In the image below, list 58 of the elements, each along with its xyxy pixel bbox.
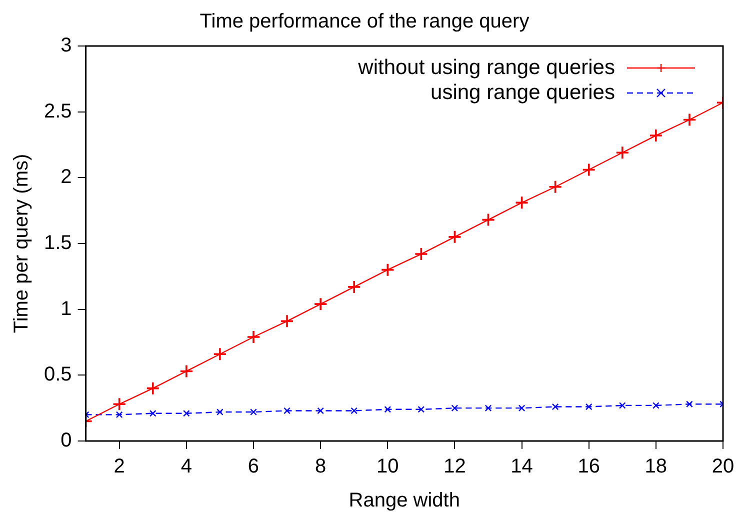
point	[216, 408, 224, 416]
point	[347, 280, 361, 294]
point	[548, 180, 562, 194]
point	[314, 297, 328, 311]
x-tick-label: 6	[248, 456, 260, 478]
point	[182, 410, 190, 417]
legend-label: without using range queries	[357, 56, 615, 79]
point	[180, 364, 194, 378]
x-tick-label: 4	[180, 456, 192, 478]
point	[582, 162, 596, 177]
point	[350, 407, 358, 414]
point	[414, 247, 428, 261]
point	[384, 406, 392, 413]
point	[448, 230, 462, 244]
point	[149, 410, 156, 417]
point	[481, 212, 496, 227]
point	[652, 402, 660, 409]
y-tick-label: 1	[60, 298, 72, 320]
y-tick-label: 3	[60, 34, 72, 57]
x-axis-title: Range width	[348, 490, 460, 512]
point	[280, 314, 294, 328]
point	[112, 397, 126, 412]
x-tick-label: 12	[444, 456, 466, 478]
point	[686, 400, 693, 408]
x-tick-label: 20	[712, 456, 734, 478]
point	[514, 196, 529, 210]
x-tick-label: 8	[314, 456, 326, 478]
x-tick-label: 10	[376, 456, 399, 478]
point	[615, 146, 630, 160]
point	[250, 408, 257, 416]
point	[380, 262, 395, 277]
chart-title: Time performance of the range query	[200, 10, 530, 33]
point	[552, 403, 559, 410]
point	[682, 112, 696, 127]
x-tick-label: 2	[114, 456, 125, 478]
point	[213, 347, 227, 361]
point	[518, 404, 526, 412]
x-tick-label: 18	[644, 456, 668, 478]
point	[484, 404, 492, 412]
point	[418, 406, 425, 413]
point	[317, 407, 324, 414]
point	[116, 411, 123, 418]
point	[284, 407, 290, 414]
y-axis-title: Time per query (ms)	[10, 154, 33, 334]
y-tick-label: 0.5	[44, 364, 72, 386]
point	[649, 128, 663, 142]
legend-label: using range queries	[430, 80, 615, 104]
y-tick-label: 2	[60, 166, 72, 188]
y-tick-label: 2.5	[44, 100, 72, 122]
x-tick-label: 14	[510, 456, 533, 478]
point	[146, 381, 160, 396]
point	[585, 403, 592, 410]
point	[618, 402, 626, 409]
point	[246, 330, 260, 344]
y-tick-label: 0	[60, 430, 72, 452]
y-tick-label: 1.5	[44, 232, 72, 254]
x-tick-label: 16	[578, 456, 600, 478]
point	[451, 404, 458, 412]
